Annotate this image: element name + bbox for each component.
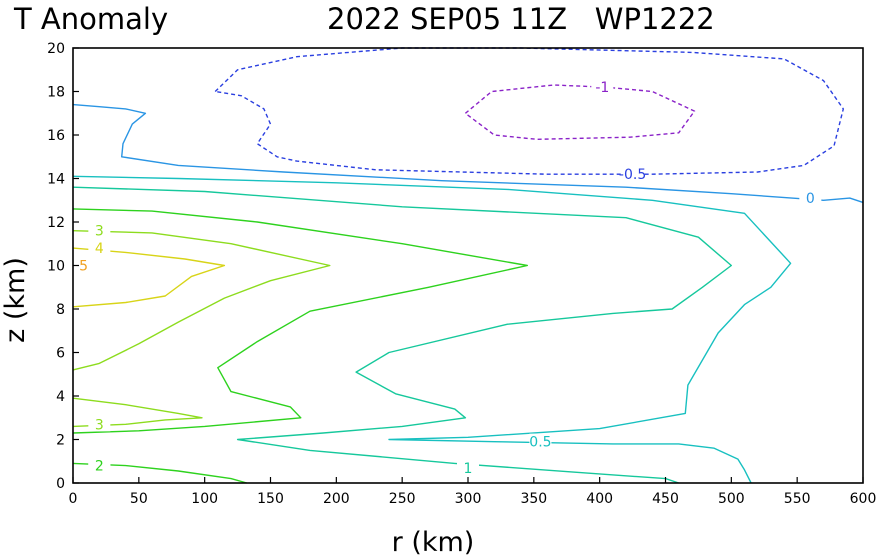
contour-label-background: [88, 416, 111, 432]
contour-label-layer: -1-0.500.51223345: [72, 79, 822, 477]
x-tick-label: 150: [257, 491, 284, 507]
contour-label-background: [529, 433, 552, 449]
contour-line-0p5: [72, 175, 792, 484]
x-tick-label: 500: [718, 491, 745, 507]
x-axis-label: r (km): [392, 527, 475, 558]
y-tick-label: 12: [47, 215, 65, 231]
x-tick-label: 550: [784, 491, 811, 507]
y-tick-label: 20: [47, 41, 65, 57]
y-tick-label: 8: [56, 302, 65, 318]
contour-label-background: [457, 459, 479, 475]
contour-label: 0.5: [529, 435, 551, 451]
contour-label-background: [799, 190, 822, 206]
y-axis: 0 2 4 6 8 10 12 14 16 18 20: [47, 41, 79, 492]
y-tick-label: 16: [47, 128, 65, 144]
y-tick-label: 6: [56, 346, 65, 362]
contour-label: -1: [595, 80, 609, 96]
contour-line-2: [72, 208, 528, 434]
contour-label: 4: [95, 241, 104, 257]
contour-label-background: [72, 257, 95, 273]
y-tick-label: 18: [47, 85, 65, 101]
contour-label-background: [88, 222, 111, 238]
y-tick-label: 0: [56, 476, 65, 492]
x-tick-label: 400: [586, 491, 613, 507]
contour-label-background: [88, 457, 111, 473]
contour-label: 1: [464, 461, 473, 477]
contour-label: 2: [95, 459, 104, 475]
contour-line-3: [72, 397, 203, 428]
y-tick-label: 4: [56, 389, 65, 405]
contour-label-background: [591, 79, 614, 95]
y-axis-label: z (km): [0, 257, 31, 343]
contour-layer: [72, 47, 864, 484]
contour-label: -0.5: [619, 167, 646, 183]
x-tick-label: 250: [389, 491, 416, 507]
contour-label: 3: [95, 417, 104, 433]
contour-line-4: [72, 247, 226, 308]
contour-label-background: [88, 240, 111, 256]
chart-title-right: 2022 SEP05 11Z WP1222: [327, 2, 715, 36]
contour-line-1: [72, 186, 732, 484]
chart-title-left: T Anomaly: [13, 2, 168, 36]
contour-line--0p5: [214, 47, 844, 175]
contour-label: 3: [95, 224, 104, 240]
x-tick-label: 100: [191, 491, 218, 507]
x-tick-label: 50: [130, 491, 148, 507]
x-axis: 0 50 100 150 200 250 300 350 400 450 500 550 600: [69, 477, 877, 507]
contour-label: 5: [79, 259, 88, 275]
contour-line-3: [72, 230, 331, 371]
x-tick-label: 350: [520, 491, 547, 507]
contour-label-background: [621, 166, 644, 182]
y-tick-label: 2: [56, 433, 65, 449]
x-tick-label: 300: [455, 491, 482, 507]
x-tick-label: 200: [323, 491, 350, 507]
x-tick-label: 0: [69, 491, 78, 507]
x-tick-label: 600: [850, 491, 877, 507]
x-tick-label: 450: [652, 491, 679, 507]
contour-label: 0: [806, 191, 815, 207]
y-tick-label: 14: [47, 172, 65, 188]
contour-line-0: [72, 103, 864, 204]
contour-line--1: [464, 84, 696, 141]
y-tick-label: 10: [47, 259, 65, 275]
